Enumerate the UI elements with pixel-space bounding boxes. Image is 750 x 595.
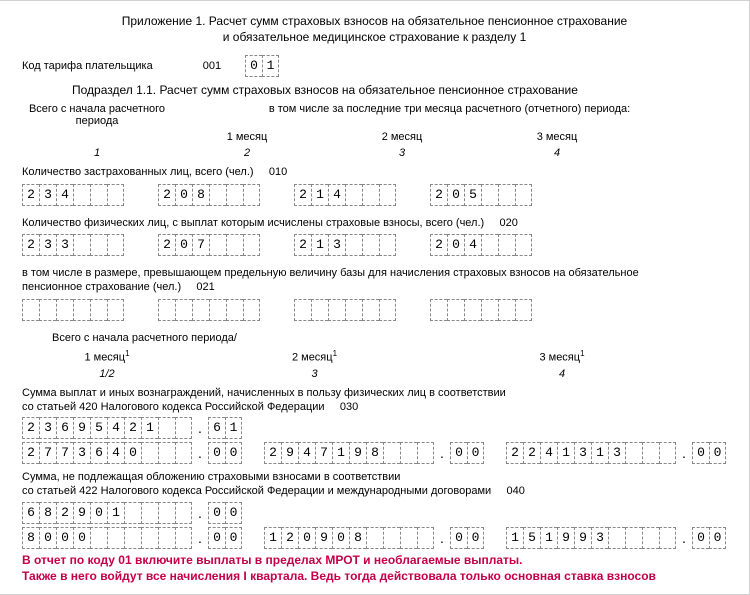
line030-label1: Сумма выплат и иных вознаграждений, начи…: [22, 387, 506, 399]
line030-m3-dec: 00: [692, 442, 726, 464]
line010-m3: 205: [430, 184, 532, 206]
hdr2-m3: 3 месяц: [539, 352, 580, 364]
line010-m2: 214: [294, 184, 396, 206]
line020-m1: 207: [158, 234, 260, 256]
line021-m3: [430, 299, 532, 321]
line021-label2: пенсионное страхование (чел.): [22, 281, 181, 293]
line020-total: 233: [22, 234, 124, 256]
line030-m1-int: 2773640: [22, 442, 192, 464]
title-line2: и обязательное медицинское страхование к…: [22, 29, 727, 45]
hdr-m1: 1 месяц: [172, 131, 322, 143]
colnum-3: 3: [322, 147, 482, 159]
line040-m1-int: 8000: [22, 527, 192, 549]
colnum-2: 2: [172, 147, 322, 159]
line040-m3-dec: 00: [692, 527, 726, 549]
line030-m3-int: 2241313: [506, 442, 676, 464]
hdr-total2: Всего с начала расчетного периода/: [52, 331, 727, 345]
subsection-title: Подраздел 1.1. Расчет сумм страховых взн…: [72, 83, 727, 97]
line040-m3-int: 151993: [506, 527, 676, 549]
title-line1: Приложение 1. Расчет сумм страховых взно…: [22, 13, 727, 29]
colnum2-3: 3: [192, 368, 437, 380]
line030-m1-dec: 00: [208, 442, 242, 464]
line040-label1: Сумма, не подлежащая обложению страховым…: [22, 471, 400, 483]
hdr-total: Всего с начала расчетного периода: [22, 103, 172, 127]
line030-code: 030: [340, 401, 358, 413]
hdr-m3: 3 месяц: [482, 131, 632, 143]
note-line2: Также в него войдут все начисления I ква…: [22, 568, 727, 584]
tariff-code: 001: [203, 60, 221, 72]
hdr-m2: 2 месяц: [322, 131, 482, 143]
line040-m2-dec: 00: [450, 527, 484, 549]
colnum-4: 4: [482, 147, 632, 159]
line030-m2-int: 2947198: [264, 442, 434, 464]
line010-code: 010: [269, 166, 287, 178]
line040-total-int: 682901: [22, 502, 192, 524]
colnum-1: 1: [22, 147, 172, 159]
line021-total: [22, 299, 124, 321]
hdr2-m1: 1 месяц: [84, 352, 125, 364]
hdr-sub: в том числе за последние три месяца расч…: [172, 103, 727, 127]
colnum2-1: 1/2: [22, 368, 192, 380]
line020-code: 020: [499, 217, 517, 229]
line030-total-dec: 61: [208, 417, 242, 439]
line040-total-dec: 00: [208, 502, 242, 524]
tariff-box: 01: [245, 55, 279, 77]
line010-m1: 208: [158, 184, 260, 206]
line040-m1-dec: 00: [208, 527, 242, 549]
hdr2-m2: 2 месяц: [292, 352, 333, 364]
line040-code: 040: [506, 485, 524, 497]
line021-m2: [294, 299, 396, 321]
line020-m2: 213: [294, 234, 396, 256]
line021-label1: в том числе в размере, превышающем преде…: [22, 267, 639, 279]
note-line1: В отчет по коду 01 включите выплаты в пр…: [22, 552, 727, 568]
line020-label: Количество физических лиц, с выплат кото…: [22, 217, 484, 229]
line030-total-int: 23695421: [22, 417, 192, 439]
line040-m2-int: 120908: [264, 527, 434, 549]
line030-m2-dec: 00: [450, 442, 484, 464]
line020-m3: 204: [430, 234, 532, 256]
colnum2-4: 4: [437, 368, 687, 380]
tariff-label: Код тарифа плательщика: [22, 60, 153, 72]
line040-label2: со статьей 422 Налогового кодекса Россий…: [22, 485, 491, 497]
line021-m1: [158, 299, 260, 321]
line021-code: 021: [196, 281, 214, 293]
line010-total: 234: [22, 184, 124, 206]
line030-label2: со статьей 420 Налогового кодекса Россий…: [22, 401, 325, 413]
line010-label: Количество застрахованных лиц, всего (че…: [22, 166, 254, 178]
